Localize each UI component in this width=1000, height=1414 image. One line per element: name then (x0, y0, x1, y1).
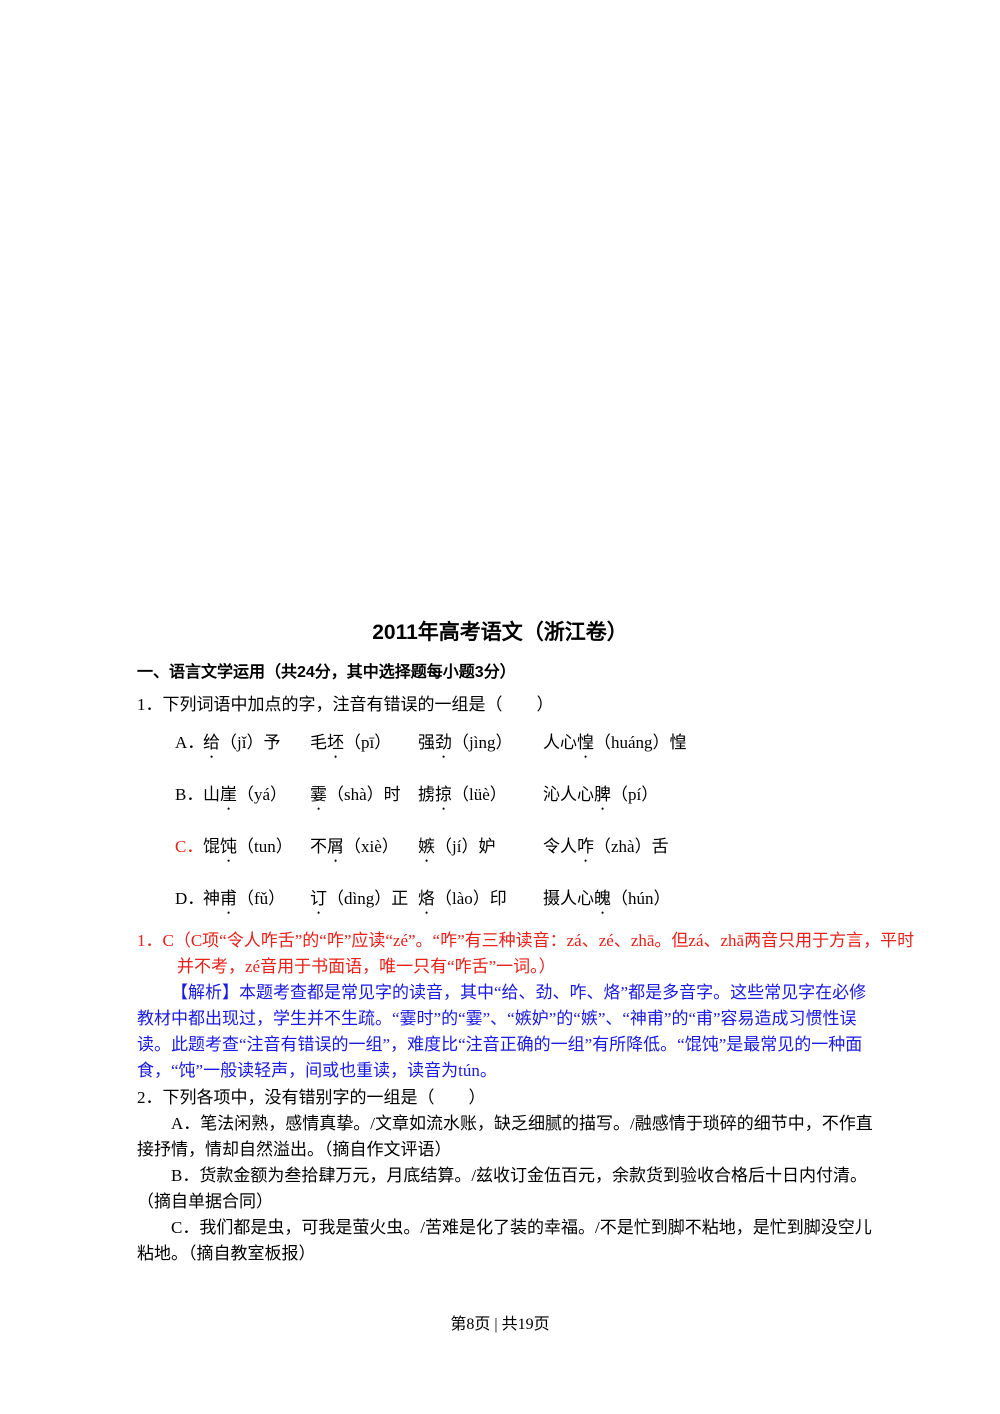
item-text: 山 (203, 785, 220, 804)
option-item: 馄饨（tun） (203, 834, 293, 866)
option-item: 沁人心脾（pí） (543, 782, 658, 814)
item-text: 掳 (418, 785, 435, 804)
item-text: 强 (418, 733, 435, 752)
item-text: （dìng）正 (327, 889, 409, 908)
item-text: 不 (310, 837, 327, 856)
option-label: B． (175, 785, 204, 804)
option-item: 霎（shà）时 (310, 782, 401, 814)
item-text: （yá） (237, 785, 288, 804)
page-footer: 第8页 | 共19页 (450, 1316, 550, 1333)
item-text: （lào）印 (435, 889, 507, 908)
dotted-char: 惶 (577, 733, 594, 752)
item-text: （lüè） (452, 785, 507, 804)
answer: 1．C（C项“令人咋舌”的“咋”应读“zé”。“咋”有三种读音：zá、zé、zh… (137, 931, 915, 976)
item-text: （jìng） (452, 733, 513, 752)
item-text: 神 (203, 889, 220, 908)
section-heading: 一、语言文学运用（共24分，其中选择题每小题3分） (137, 664, 516, 681)
option-item: 令人咋（zhà）舌 (543, 834, 669, 866)
option-item: 强劲（jìng） (418, 730, 512, 762)
item-text: （xiè） (344, 837, 399, 856)
option-item: 山崖（yá） (203, 782, 287, 814)
doc-title: 2011年高考语文（浙江卷） (372, 621, 628, 644)
item-text: 馄 (203, 837, 220, 856)
item-text: 沁人心 (543, 785, 594, 804)
dotted-char: 咋 (577, 837, 594, 856)
dotted-char: 霎 (310, 785, 327, 804)
item-text: （pí） (611, 785, 659, 804)
analysis: 【解析】本题考查都是常见字的读音，其中“给、劲、咋、烙”都是多音字。这些常见字在… (137, 983, 867, 1080)
dotted-char: 劲 (435, 733, 452, 752)
option-item: 毛坯（pī） (310, 730, 391, 762)
option-item: 嫉（jí）妒 (418, 834, 495, 866)
option-item: 订（dìng）正 (310, 886, 408, 918)
dotted-char: 嫉 (418, 837, 435, 856)
dotted-char: 甫 (220, 889, 237, 908)
item-text: 毛 (310, 733, 327, 752)
dotted-char: 给 (203, 733, 220, 752)
item-text: （fǔ） (237, 889, 286, 908)
option-label: A． (175, 733, 205, 752)
item-text: （jí）妒 (435, 837, 496, 856)
dotted-char: 烙 (418, 889, 435, 908)
item-text: 令人 (543, 837, 577, 856)
dotted-char: 订 (310, 889, 327, 908)
dotted-char: 屑 (327, 837, 344, 856)
item-text: （hún） (611, 889, 671, 908)
item-text: （pī） (344, 733, 392, 752)
option-item: 给（jǐ）予 (203, 730, 280, 762)
option: A．笔法闲熟，感情真挚。/文章如流水账，缺乏细腻的描写。/融感情于琐碎的细节中，… (137, 1114, 873, 1159)
dotted-char: 崖 (220, 785, 237, 804)
option-item: 人心惶（huáng）惶 (543, 730, 687, 762)
item-text: （tun） (237, 837, 293, 856)
option-item: 摄人心魄（hún） (543, 886, 671, 918)
item-text: （shà）时 (327, 785, 401, 804)
option-item: 神甫（fǔ） (203, 886, 285, 918)
dotted-char: 魄 (594, 889, 611, 908)
dotted-char: 坯 (327, 733, 344, 752)
item-text: 摄人心 (543, 889, 594, 908)
dotted-char: 饨 (220, 837, 237, 856)
question-stem: 2．下列各项中，没有错别字的一组是（ ） (137, 1088, 486, 1107)
option-item: 掳掠（lüè） (418, 782, 507, 814)
question-stem: 1．下列词语中加点的字，注音有错误的一组是（ ） (137, 695, 554, 714)
item-text: （zhà）舌 (594, 837, 669, 856)
option: C．我们都是虫，可我是萤火虫。/苦难是化了装的幸福。/不是忙到脚不粘地，是忙到脚… (137, 1218, 872, 1263)
item-text: （jǐ）予 (220, 733, 281, 752)
dotted-char: 掠 (435, 785, 452, 804)
item-text: （huáng）惶 (594, 733, 687, 752)
option-label: D． (175, 889, 205, 908)
dotted-char: 脾 (594, 785, 611, 804)
item-text: 人心 (543, 733, 577, 752)
option-item: 烙（lào）印 (418, 886, 507, 918)
option: B．货款金额为叁拾肆万元，月底结算。/兹收订金伍百元，余款货到验收合格后十日内付… (137, 1166, 868, 1211)
option-item: 不屑（xiè） (310, 834, 399, 866)
option-label: C． (175, 837, 204, 856)
